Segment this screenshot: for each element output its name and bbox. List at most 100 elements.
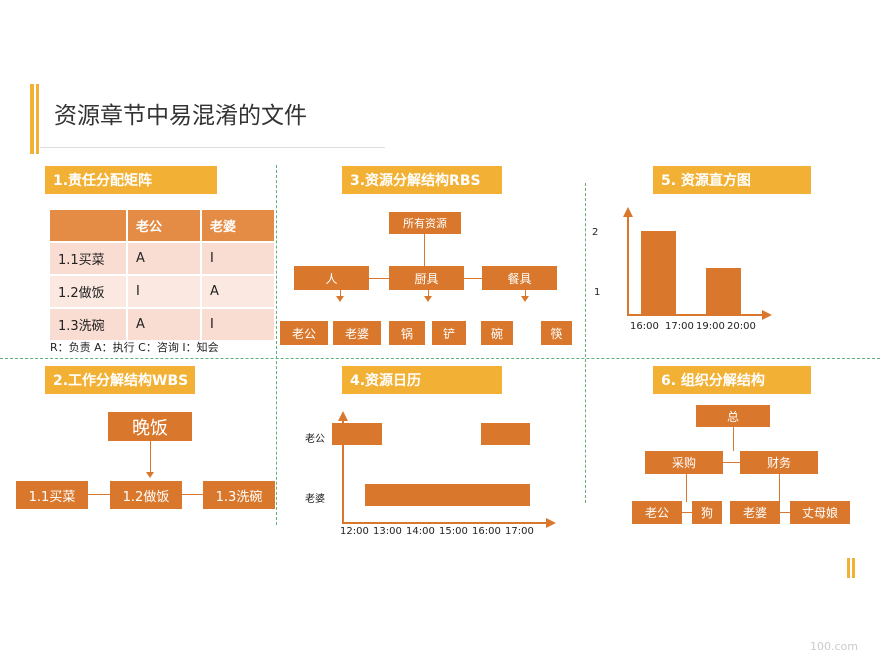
calendar-x-tick: 12:00 bbox=[340, 526, 369, 537]
title-underline bbox=[40, 147, 385, 148]
rbs-connector bbox=[428, 290, 429, 298]
obs-level2: 丈母娘 bbox=[790, 501, 850, 524]
obs-hline bbox=[780, 512, 790, 513]
table-row: 老公 老婆 bbox=[48, 208, 276, 243]
section-title-obs: 6. 组织分解结构 bbox=[653, 366, 811, 394]
title-accent-bar bbox=[30, 84, 34, 154]
corner-accent-bar-2 bbox=[852, 558, 855, 578]
wbs-arrow bbox=[146, 472, 154, 478]
rbs-level2: 筷 bbox=[541, 321, 572, 345]
raci-legend: R：负责 A：执行 C：咨询 I：知会 bbox=[50, 341, 219, 354]
watermark: 100.com bbox=[810, 640, 858, 653]
raci-cell: I bbox=[200, 241, 276, 276]
hist-y-arrow bbox=[623, 207, 633, 217]
calendar-y-axis bbox=[342, 420, 344, 523]
obs-level1: 财务 bbox=[740, 451, 818, 474]
calendar-x-arrow bbox=[546, 518, 556, 528]
wbs-root: 晚饭 bbox=[108, 412, 192, 441]
rbs-connector bbox=[340, 290, 341, 298]
divider-v-2 bbox=[585, 183, 586, 503]
calendar-row-label: 老婆 bbox=[305, 494, 325, 505]
calendar-x-tick: 13:00 bbox=[373, 526, 402, 537]
raci-cell: 1.3洗碗 bbox=[48, 307, 128, 342]
calendar-row-label: 老公 bbox=[305, 434, 325, 445]
calendar-x-tick: 14:00 bbox=[406, 526, 435, 537]
rbs-level2: 老公 bbox=[280, 321, 328, 345]
rbs-level2: 铲 bbox=[432, 321, 466, 345]
hist-y-tick: 2 bbox=[592, 227, 599, 238]
hist-x-axis bbox=[627, 314, 763, 316]
title-accent-bar-2 bbox=[36, 84, 39, 154]
obs-level2: 老公 bbox=[632, 501, 682, 524]
obs-hline bbox=[723, 462, 740, 463]
obs-hline bbox=[682, 512, 692, 513]
calendar-x-axis bbox=[342, 522, 547, 524]
calendar-bar bbox=[480, 423, 530, 445]
section-title-rbs: 3.资源分解结构RBS bbox=[342, 166, 502, 194]
rbs-connector bbox=[525, 290, 526, 298]
calendar-x-tick: 15:00 bbox=[439, 526, 468, 537]
obs-level2: 老婆 bbox=[730, 501, 780, 524]
table-row: 1.2做饭 I A bbox=[48, 274, 276, 309]
wbs-hline bbox=[88, 494, 110, 495]
rbs-arrow bbox=[336, 296, 344, 302]
hist-y-axis bbox=[627, 216, 629, 316]
section-title-calendar: 4.资源日历 bbox=[342, 366, 502, 394]
wbs-child: 1.3洗碗 bbox=[203, 481, 275, 509]
histogram-bar bbox=[641, 230, 676, 314]
table-row: 1.1买菜 A I bbox=[48, 241, 276, 276]
obs-connector bbox=[686, 474, 687, 502]
rbs-root: 所有资源 bbox=[389, 212, 461, 234]
section-title-wbs: 2.工作分解结构WBS bbox=[45, 366, 195, 394]
rbs-arrow bbox=[424, 296, 432, 302]
table-row: 1.3洗碗 A I bbox=[48, 307, 276, 342]
hist-y-tick: 1 bbox=[594, 287, 601, 298]
raci-cell: A bbox=[126, 307, 202, 342]
histogram-bar bbox=[706, 268, 741, 314]
raci-cell: I bbox=[200, 307, 276, 342]
raci-header-cell: 老公 bbox=[126, 208, 202, 243]
divider-v-1 bbox=[276, 165, 277, 525]
obs-connector bbox=[733, 427, 734, 451]
rbs-level2: 碗 bbox=[481, 321, 513, 345]
calendar-bar bbox=[332, 423, 382, 445]
obs-connector bbox=[779, 474, 780, 502]
calendar-x-tick: 16:00 bbox=[472, 526, 501, 537]
raci-cell: 1.2做饭 bbox=[48, 274, 128, 309]
rbs-arrow bbox=[521, 296, 529, 302]
obs-root: 总 bbox=[696, 405, 770, 427]
section-title-histogram: 5. 资源直方图 bbox=[653, 166, 811, 194]
hist-x-tick: 17:00 bbox=[665, 321, 694, 332]
hist-x-arrow bbox=[762, 310, 772, 320]
wbs-hline bbox=[182, 494, 203, 495]
rbs-hline bbox=[369, 278, 389, 279]
raci-cell: A bbox=[126, 241, 202, 276]
wbs-child: 1.1买菜 bbox=[16, 481, 88, 509]
raci-header-cell: 老婆 bbox=[200, 208, 276, 243]
calendar-y-arrow bbox=[338, 411, 348, 421]
calendar-bar bbox=[365, 484, 530, 506]
rbs-level1: 人 bbox=[294, 266, 369, 290]
raci-cell: 1.1买菜 bbox=[48, 241, 128, 276]
calendar-x-tick: 17:00 bbox=[505, 526, 534, 537]
rbs-hline bbox=[464, 278, 482, 279]
hist-x-tick: 16:00 bbox=[630, 321, 659, 332]
rbs-level1: 厨具 bbox=[389, 266, 464, 290]
divider-h bbox=[0, 358, 880, 359]
section-title-raci: 1.责任分配矩阵 bbox=[45, 166, 217, 194]
rbs-connector bbox=[424, 234, 425, 266]
obs-level1: 采购 bbox=[645, 451, 723, 474]
corner-accent-bar bbox=[847, 558, 850, 578]
hist-x-tick: 19:00 bbox=[696, 321, 725, 332]
slide-title: 资源章节中易混淆的文件 bbox=[54, 103, 307, 129]
raci-header-cell bbox=[48, 208, 128, 243]
raci-table: 老公 老婆 1.1买菜 A I 1.2做饭 I A 1.3洗碗 A I bbox=[48, 208, 276, 342]
obs-level2: 狗 bbox=[692, 501, 722, 524]
wbs-connector bbox=[150, 441, 151, 474]
wbs-child: 1.2做饭 bbox=[110, 481, 182, 509]
rbs-level2: 锅 bbox=[389, 321, 425, 345]
hist-x-tick: 20:00 bbox=[727, 321, 756, 332]
raci-cell: A bbox=[200, 274, 276, 309]
rbs-level2: 老婆 bbox=[333, 321, 381, 345]
raci-cell: I bbox=[126, 274, 202, 309]
